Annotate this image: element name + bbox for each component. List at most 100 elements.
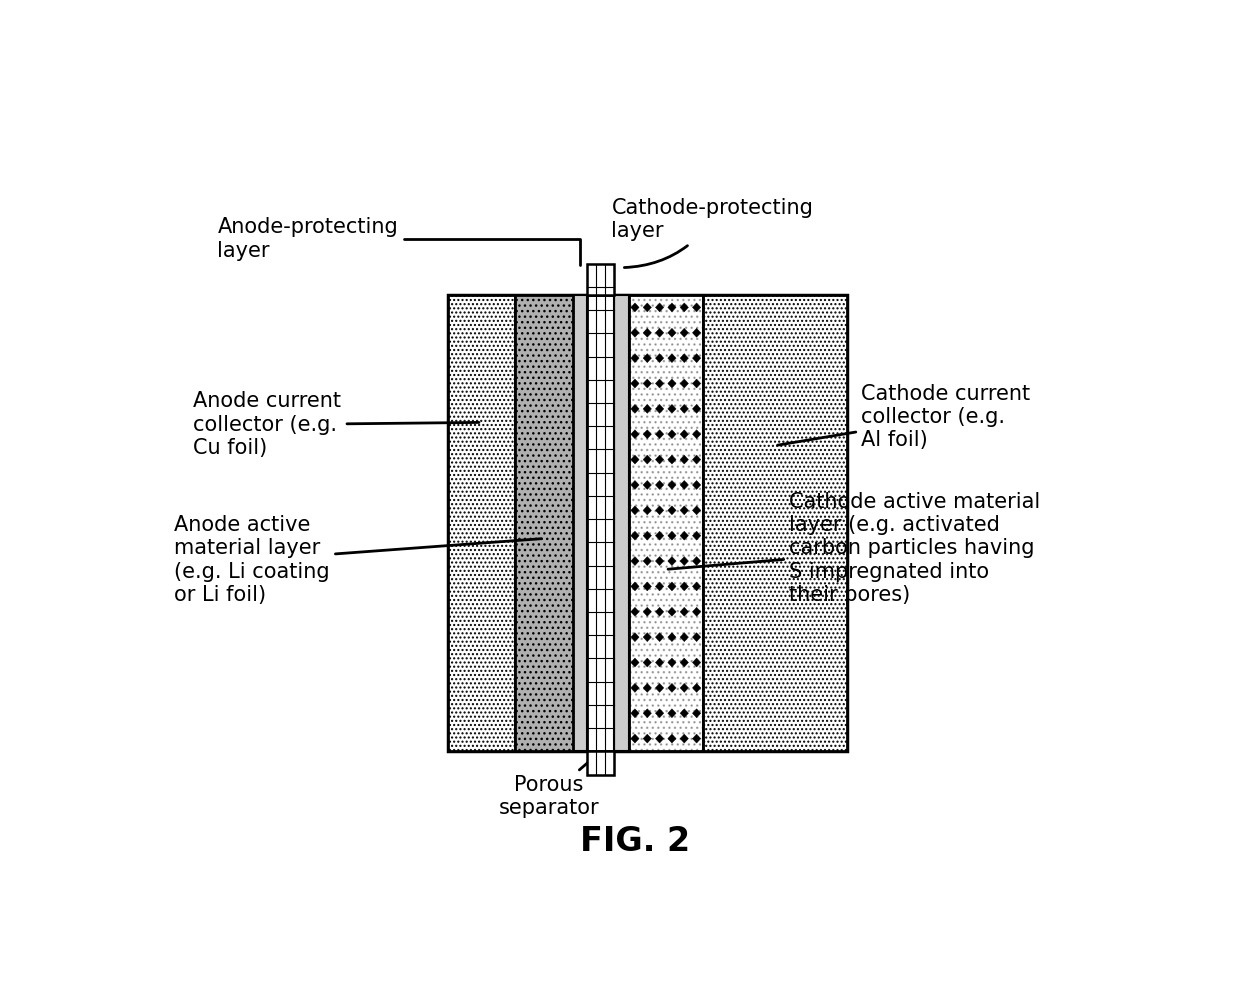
Bar (448, 294, 516, 752)
Polygon shape (668, 557, 676, 566)
Polygon shape (692, 734, 701, 743)
Bar (703, 294, 847, 752)
Polygon shape (692, 455, 701, 464)
Polygon shape (631, 532, 639, 540)
Polygon shape (692, 379, 701, 388)
Polygon shape (692, 532, 701, 540)
Polygon shape (680, 303, 688, 312)
Text: FIG. 2: FIG. 2 (580, 825, 691, 858)
Polygon shape (692, 633, 701, 641)
Polygon shape (692, 430, 701, 439)
Polygon shape (656, 734, 663, 743)
Polygon shape (680, 480, 688, 489)
Polygon shape (680, 582, 688, 591)
Polygon shape (668, 455, 676, 464)
Text: Anode active
material layer
(e.g. Li coating
or Li foil): Anode active material layer (e.g. Li coa… (174, 516, 542, 605)
Text: Cathode-protecting
layer: Cathode-protecting layer (611, 198, 813, 267)
Polygon shape (644, 379, 651, 388)
Polygon shape (692, 506, 701, 515)
Polygon shape (668, 303, 676, 312)
Bar (448, 294, 847, 752)
Polygon shape (692, 709, 701, 718)
Polygon shape (644, 532, 651, 540)
Polygon shape (692, 683, 701, 692)
Text: Porous
separator: Porous separator (498, 753, 599, 818)
Polygon shape (644, 455, 651, 464)
Polygon shape (656, 430, 663, 439)
Polygon shape (692, 329, 701, 338)
Polygon shape (680, 354, 688, 363)
Polygon shape (656, 379, 663, 388)
Polygon shape (631, 734, 639, 743)
Polygon shape (680, 658, 688, 667)
Bar (516, 294, 573, 752)
Polygon shape (668, 430, 676, 439)
Polygon shape (668, 379, 676, 388)
Polygon shape (668, 607, 676, 616)
Polygon shape (668, 480, 676, 489)
Polygon shape (680, 557, 688, 566)
Polygon shape (680, 455, 688, 464)
Polygon shape (656, 557, 663, 566)
Bar (573, 294, 588, 752)
Polygon shape (692, 404, 701, 413)
Polygon shape (644, 683, 651, 692)
Polygon shape (644, 734, 651, 743)
Bar (516, 294, 573, 752)
Polygon shape (656, 354, 663, 363)
Polygon shape (631, 582, 639, 591)
Polygon shape (656, 532, 663, 540)
Polygon shape (680, 506, 688, 515)
Polygon shape (680, 633, 688, 641)
Polygon shape (680, 532, 688, 540)
Polygon shape (680, 404, 688, 413)
Text: Anode-protecting
layer: Anode-protecting layer (217, 217, 580, 265)
Polygon shape (644, 303, 651, 312)
Polygon shape (668, 532, 676, 540)
Polygon shape (631, 506, 639, 515)
Bar (614, 294, 629, 752)
Polygon shape (692, 658, 701, 667)
Polygon shape (656, 303, 663, 312)
Polygon shape (656, 709, 663, 718)
Polygon shape (656, 633, 663, 641)
Bar (588, 263, 614, 294)
Polygon shape (668, 734, 676, 743)
Polygon shape (644, 430, 651, 439)
Text: Anode current
collector (e.g.
Cu foil): Anode current collector (e.g. Cu foil) (193, 391, 479, 458)
Text: Cathode current
collector (e.g.
Al foil): Cathode current collector (e.g. Al foil) (777, 384, 1030, 450)
Polygon shape (644, 404, 651, 413)
Polygon shape (668, 354, 676, 363)
Polygon shape (631, 607, 639, 616)
Polygon shape (631, 557, 639, 566)
Polygon shape (692, 303, 701, 312)
Polygon shape (668, 582, 676, 591)
Polygon shape (631, 404, 639, 413)
Polygon shape (644, 329, 651, 338)
Polygon shape (656, 455, 663, 464)
Polygon shape (668, 709, 676, 718)
Polygon shape (680, 430, 688, 439)
Polygon shape (631, 658, 639, 667)
Polygon shape (631, 430, 639, 439)
Polygon shape (680, 329, 688, 338)
Bar (588, 752, 614, 775)
Polygon shape (668, 329, 676, 338)
Polygon shape (644, 582, 651, 591)
Polygon shape (656, 506, 663, 515)
Polygon shape (668, 658, 676, 667)
Polygon shape (631, 633, 639, 641)
Polygon shape (631, 303, 639, 312)
Polygon shape (680, 379, 688, 388)
Polygon shape (692, 354, 701, 363)
Polygon shape (644, 557, 651, 566)
Polygon shape (644, 658, 651, 667)
Bar (629, 294, 703, 752)
Polygon shape (680, 734, 688, 743)
Bar (588, 294, 614, 752)
Polygon shape (644, 607, 651, 616)
Polygon shape (644, 506, 651, 515)
Polygon shape (668, 404, 676, 413)
Polygon shape (668, 633, 676, 641)
Polygon shape (631, 329, 639, 338)
